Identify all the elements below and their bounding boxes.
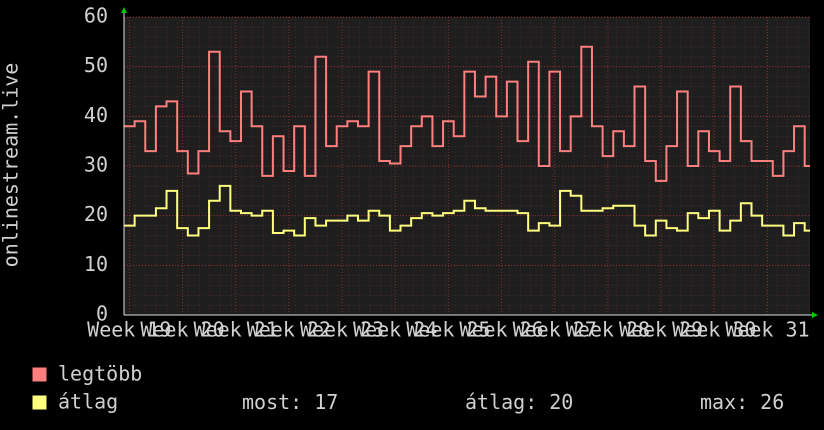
x-tick-label: Week 26 [459, 318, 543, 342]
lines [124, 45, 810, 237]
y-tick-label: 40 [84, 103, 108, 127]
x-tick-label: Week 24 [353, 318, 437, 342]
stat-value: 26 [760, 390, 784, 414]
stat-value: 17 [314, 390, 338, 414]
x-tick-label: Week 19 [87, 318, 171, 342]
x-tick-label: Week 23 [300, 318, 384, 342]
y-tick-label: 50 [84, 53, 108, 77]
stat: most: 17 [242, 390, 338, 414]
x-tick-label: Week 31 [725, 318, 809, 342]
x-tick-label: Week 20 [140, 318, 224, 342]
stat: max: 26 [700, 390, 784, 414]
y-tick-label: 30 [84, 153, 108, 177]
x-tick-label: Week 21 [194, 318, 278, 342]
legend: legtöbb átlag [31, 362, 142, 414]
stat: átlag: 20 [465, 390, 573, 414]
stat-value: 20 [549, 390, 573, 414]
y-tick-label: 0 [96, 302, 108, 326]
legend-label: legtöbb [58, 362, 142, 386]
legend-swatch [31, 366, 48, 383]
grid [124, 16, 810, 316]
y-tick-label: 10 [84, 252, 108, 276]
legend-swatch [31, 394, 48, 411]
series-line [124, 45, 810, 182]
axis-arrow [121, 7, 127, 13]
x-tick-label: Week 28 [566, 318, 650, 342]
stat-label: átlag: [465, 390, 537, 414]
x-tick-label: Week 22 [247, 318, 331, 342]
legend-label: átlag [58, 390, 118, 414]
x-tick-label: Week 25 [406, 318, 490, 342]
y-tick-label: 20 [84, 202, 108, 226]
stat-label: most: [242, 390, 302, 414]
y-tick-label: 60 [84, 4, 108, 28]
x-tick-label: Week 29 [619, 318, 703, 342]
stats: most: 17 átlag: 20 max: 26 [242, 390, 784, 414]
axis-arrow [812, 312, 818, 318]
series-line [124, 184, 810, 237]
x-tick-label: Week 30 [672, 318, 756, 342]
stat-label: max: [700, 390, 748, 414]
x-tick-label: Week 27 [513, 318, 597, 342]
y-axis-label: onlinestream.live [0, 63, 23, 268]
